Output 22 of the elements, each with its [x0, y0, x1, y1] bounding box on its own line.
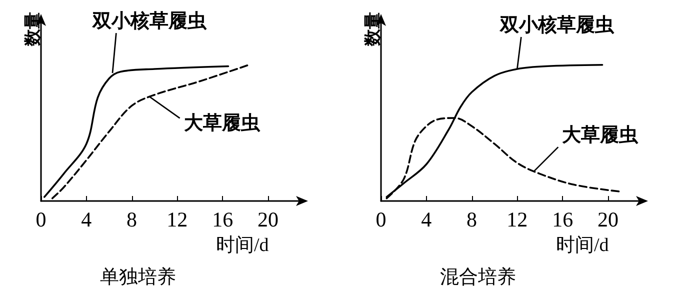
y-axis-title: 数量 [363, 12, 382, 47]
x-tick-label: 12 [506, 208, 528, 232]
x-tick-label: 0 [36, 208, 46, 232]
x-axis-title: 时间/d [556, 235, 610, 256]
annotation: 双小核草履虫 [91, 10, 208, 32]
annotation: 大草履虫 [184, 112, 261, 134]
x-tick-label: 16 [212, 208, 234, 232]
x-tick-label: 4 [421, 208, 432, 232]
x-tick-label: 0 [376, 208, 386, 232]
y-axis-title: 数量 [23, 12, 42, 47]
x-tick-label: 20 [257, 208, 278, 232]
x-tick-label: 16 [552, 208, 574, 232]
x-tick-label: 20 [597, 208, 618, 232]
x-axis-title: 时间/d [216, 235, 270, 256]
x-tick-label: 8 [466, 208, 478, 232]
annotation: 大草履虫 [562, 124, 640, 146]
x-tick-label: 4 [81, 208, 92, 232]
x-tick-label: 12 [166, 208, 188, 232]
x-tick-label: 8 [126, 208, 138, 232]
annotation: 双小核草履虫 [499, 14, 616, 36]
text: 混合培养 [440, 266, 516, 288]
text: 单独培养 [100, 266, 176, 288]
